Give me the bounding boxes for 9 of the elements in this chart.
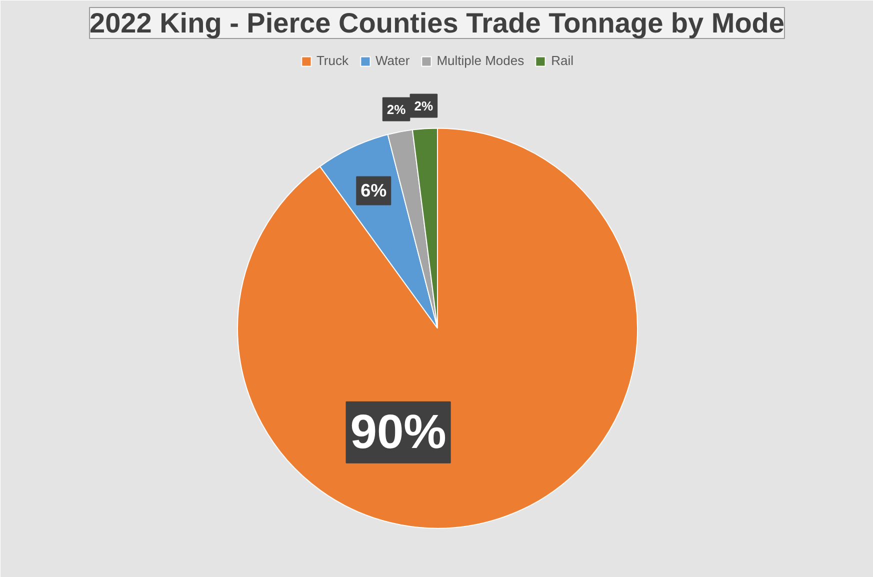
legend-label: Water bbox=[375, 53, 410, 68]
data-label: 90% bbox=[350, 406, 446, 459]
data-label: 6% bbox=[360, 180, 387, 201]
legend-label: Multiple Modes bbox=[436, 53, 524, 68]
data-label: 2% bbox=[386, 102, 406, 117]
legend-label: Truck bbox=[316, 53, 348, 68]
legend-label: Rail bbox=[551, 53, 574, 68]
data-label: 2% bbox=[414, 98, 434, 114]
chart-title: 2022 King - Pierce Counties Trade Tonnage by Mode bbox=[90, 8, 784, 38]
